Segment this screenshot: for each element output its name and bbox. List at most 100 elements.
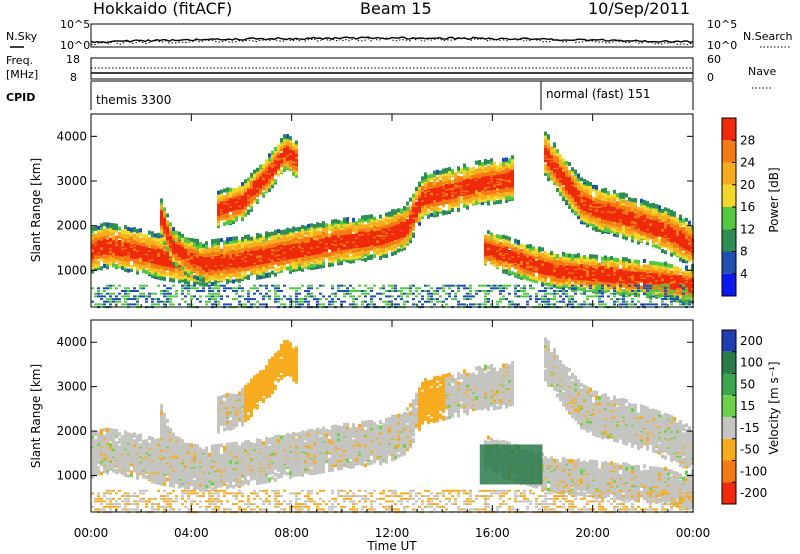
power-speckle [247,300,250,303]
power-cell [184,237,187,242]
power-speckle [499,300,502,303]
power-cell [214,238,217,243]
power-cell [301,228,304,233]
power-cell [220,271,223,276]
power-cell [217,221,220,226]
power-speckle [142,292,145,295]
power-cell [235,215,238,219]
power-cell [271,239,274,244]
power-speckle [145,300,148,303]
power-cell [256,198,259,203]
power-cell [487,159,490,164]
power-cell [223,188,226,193]
power-cell [271,150,274,155]
power-cell [433,200,436,204]
power-speckle [322,303,325,306]
power-speckle [217,303,220,306]
power-speckle [322,295,325,298]
power-cell [103,250,106,255]
power-cell [199,243,202,248]
power-cell [409,205,412,210]
power-cell [283,229,286,234]
power-cell [265,231,268,236]
power-cell [160,211,163,216]
power-cell [253,240,256,245]
power-cell [163,244,166,249]
power-speckle [382,300,385,303]
power-cell [208,258,211,263]
power-speckle [490,290,493,292]
power-cell [124,261,127,266]
power-speckle [247,298,250,301]
power-cell [157,243,160,248]
power-speckle [502,298,505,301]
power-speckle [439,287,442,290]
power-speckle [460,284,463,287]
power-cell [223,240,226,245]
power-speckle [349,292,352,295]
power-speckle [133,295,136,298]
power-speckle [112,284,115,287]
power-cell [412,193,415,198]
power-speckle [184,300,187,303]
power-speckle [475,292,478,295]
power-cell [232,279,235,284]
power-speckle [337,287,340,290]
power-cell [211,276,214,281]
power-speckle [427,290,430,292]
power-cell [160,242,163,247]
date-title: 10/Sep/2011 [588,0,690,18]
power-speckle [199,295,202,298]
power-speckle [109,300,112,303]
power-cell [124,267,127,272]
power-cell [292,261,295,266]
power-speckle [334,300,337,303]
power-cell [430,173,433,178]
power-cell [274,179,277,184]
power-cell [448,167,451,172]
power-cell [280,243,283,248]
power-speckle [340,300,343,303]
power-cell [280,234,283,238]
power-cell [154,241,157,246]
power-cell [256,167,259,172]
power-speckle [391,295,394,298]
power-speckle [208,298,211,301]
power-cell [163,239,166,244]
power-speckle [307,290,310,292]
power-cell [367,224,370,228]
power-cell [181,237,184,242]
power-speckle [331,284,334,287]
power-cell [115,223,118,228]
power-speckle [505,284,508,287]
power-cell [349,255,352,260]
power-speckle [517,290,520,292]
power-cell [466,166,469,171]
power-cell [109,261,112,266]
power-speckle [370,300,373,303]
power-speckle [502,290,505,292]
power-cell [142,247,145,252]
power-speckle [355,303,358,306]
power-speckle [448,284,451,287]
power-speckle [148,295,151,298]
power-cell [310,238,313,243]
power-cell [223,256,226,261]
power-cell [295,227,298,232]
power-speckle [370,303,373,306]
power-cell [163,220,166,225]
power-cell [463,203,466,208]
power-speckle [307,292,310,295]
power-cell [295,232,298,237]
power-speckle [115,287,118,290]
power-cell [415,201,418,206]
power-speckle [238,287,241,290]
power-cell [469,167,472,172]
power-speckle [313,295,316,298]
power-cell [220,192,223,197]
power-speckle [238,300,241,303]
power-speckle [487,292,490,295]
power-cell [280,162,283,167]
power-cell [478,160,481,164]
power-speckle [205,303,208,306]
